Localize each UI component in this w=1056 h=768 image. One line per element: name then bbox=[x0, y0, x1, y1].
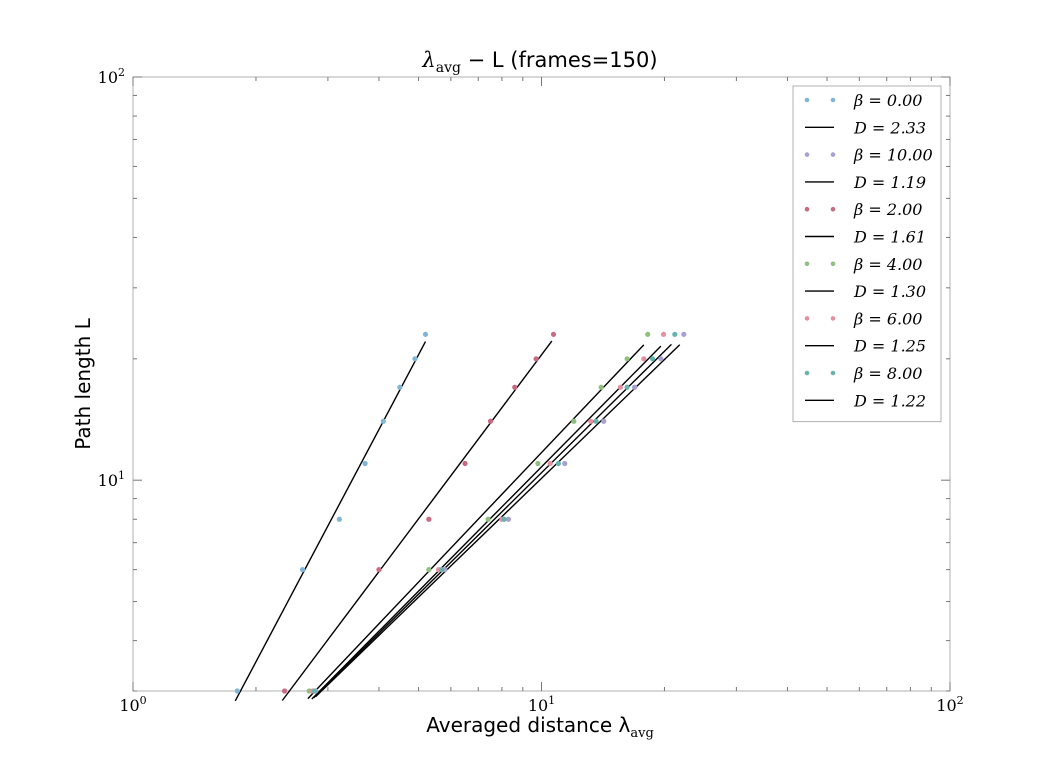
data-point-series-1 bbox=[681, 331, 687, 337]
legend-series-label: β = 0.00 bbox=[853, 91, 922, 110]
data-point-series-4 bbox=[660, 331, 667, 337]
legend-marker bbox=[804, 97, 810, 103]
x-axis-label-text: Averaged distance λ bbox=[426, 713, 630, 737]
legend-fit-label: D = 1.61 bbox=[853, 228, 926, 247]
fit-line-1 bbox=[315, 344, 681, 698]
x-tick-label: 101 bbox=[528, 694, 555, 715]
x-tick-label: 102 bbox=[936, 694, 963, 715]
data-point-series-3 bbox=[624, 356, 630, 362]
legend-marker bbox=[830, 152, 836, 157]
data-point-series-5 bbox=[649, 356, 656, 362]
fit-line-2 bbox=[281, 340, 553, 701]
data-point-series-0 bbox=[397, 384, 403, 390]
data-point-series-5 bbox=[311, 688, 317, 694]
legend-marker bbox=[830, 316, 836, 321]
y-tick-label: 101 bbox=[98, 469, 125, 490]
data-point-series-3 bbox=[598, 384, 604, 390]
data-point-series-1 bbox=[601, 418, 607, 424]
data-point-series-0 bbox=[336, 516, 342, 522]
data-point-series-1 bbox=[505, 516, 512, 522]
legend-marker bbox=[830, 261, 836, 267]
data-point-series-4 bbox=[547, 460, 553, 467]
data-point-series-0 bbox=[412, 356, 418, 362]
data-point-series-0 bbox=[380, 418, 386, 424]
legend-fit-label: D = 2.33 bbox=[853, 118, 926, 137]
data-point-series-0 bbox=[234, 688, 240, 694]
legend-series-label: β = 10.00 bbox=[853, 146, 933, 165]
legend-marker bbox=[830, 206, 836, 212]
legend-series-label: β = 4.00 bbox=[853, 255, 922, 274]
data-point-series-1 bbox=[562, 460, 568, 467]
legend-series-label: β = 6.00 bbox=[853, 309, 922, 328]
chart-title: λavg − L (frames=150) bbox=[421, 48, 657, 76]
legend-marker bbox=[804, 316, 810, 321]
plot-area: 100 101 102 101 102 bbox=[98, 66, 964, 715]
y-tick-label: 102 bbox=[98, 66, 125, 87]
data-point-series-0 bbox=[299, 567, 306, 573]
fit-line-3 bbox=[307, 344, 645, 700]
data-point-series-5 bbox=[439, 567, 445, 573]
data-point-series-4 bbox=[641, 356, 647, 362]
fit-line-5 bbox=[313, 343, 672, 699]
legend-series-label: β = 2.00 bbox=[853, 200, 922, 219]
legend-marker bbox=[830, 370, 836, 376]
data-point-series-2 bbox=[487, 418, 494, 424]
x-axis-label: Averaged distance λavg bbox=[426, 713, 654, 741]
chart-title-rest: − L (frames=150) bbox=[461, 48, 658, 72]
legend-fit-label: D = 1.22 bbox=[853, 391, 926, 410]
data-point-series-3 bbox=[645, 331, 651, 337]
legend-series-label: β = 8.00 bbox=[853, 364, 922, 383]
data-point-series-1 bbox=[631, 384, 638, 390]
x-tick-label: 100 bbox=[119, 694, 146, 715]
data-point-series-2 bbox=[376, 567, 382, 573]
data-point-series-1 bbox=[658, 356, 664, 362]
data-point-series-3 bbox=[485, 516, 491, 522]
legend: β = 0.00 D = 2.33 β = 10.00 D = 1.19 β = 2.0… bbox=[792, 85, 942, 423]
data-point-series-5 bbox=[672, 331, 678, 337]
data-point-series-3 bbox=[571, 418, 577, 424]
data-point-series-5 bbox=[593, 418, 599, 424]
data-point-series-0 bbox=[422, 331, 429, 337]
legend-marker bbox=[830, 97, 836, 103]
fit-line-4 bbox=[311, 345, 662, 700]
legend-marker bbox=[804, 152, 810, 157]
data-point-series-2 bbox=[512, 384, 518, 390]
data-point-series-0 bbox=[362, 460, 368, 467]
legend-fit-label: D = 1.19 bbox=[853, 173, 926, 192]
data-point-series-3 bbox=[426, 567, 432, 573]
fit-line-0 bbox=[234, 341, 427, 702]
chart-title-symbol: λ bbox=[421, 48, 435, 72]
legend-fit-label: D = 1.25 bbox=[853, 337, 926, 356]
chart-title-subscript: avg bbox=[436, 60, 461, 76]
data-point-series-2 bbox=[550, 331, 557, 337]
legend-box bbox=[792, 85, 942, 423]
data-point-series-4 bbox=[588, 418, 594, 424]
data-point-series-2 bbox=[462, 460, 468, 467]
data-point-series-3 bbox=[535, 460, 541, 467]
data-point-series-2 bbox=[533, 356, 539, 362]
data-point-series-5 bbox=[501, 516, 507, 522]
legend-marker bbox=[804, 370, 810, 376]
data-point-series-5 bbox=[624, 384, 630, 390]
data-point-series-5 bbox=[555, 460, 562, 467]
y-axis-label: Path length L bbox=[71, 317, 95, 449]
x-axis-label-subscript: avg bbox=[630, 726, 653, 741]
legend-fit-label: D = 1.30 bbox=[853, 282, 926, 301]
legend-marker bbox=[804, 206, 810, 212]
data-point-series-2 bbox=[281, 688, 288, 694]
legend-marker bbox=[804, 261, 810, 267]
data-point-series-2 bbox=[426, 516, 432, 522]
data-point-series-4 bbox=[617, 384, 623, 390]
